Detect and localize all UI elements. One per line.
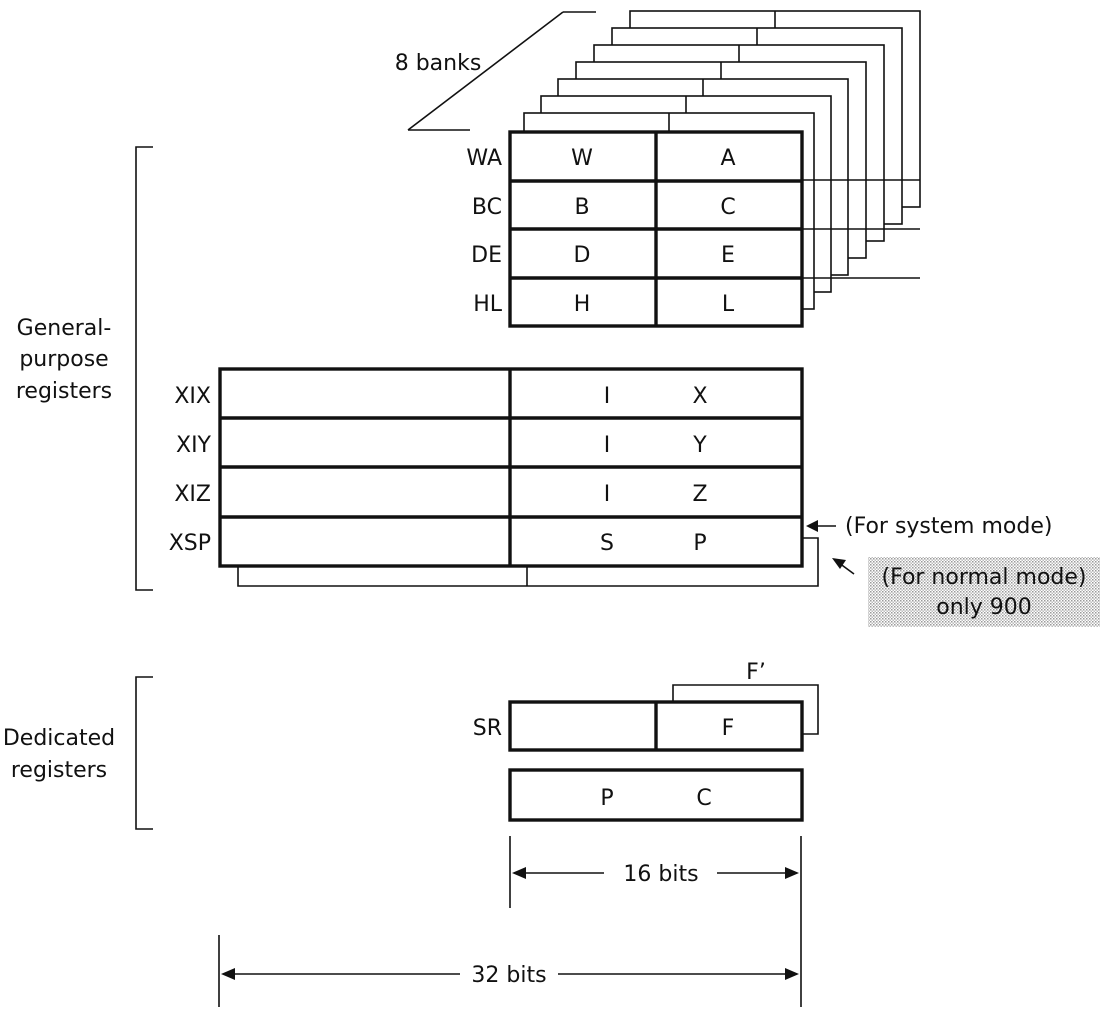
dedicated-label-line-1: Dedicated	[3, 726, 115, 751]
register-xiy-letter-1: I	[604, 433, 611, 458]
general-purpose-label-line-1: General-	[17, 316, 112, 341]
program-counter: P C	[508, 768, 804, 822]
general-purpose-bracket: General- purpose registers	[16, 146, 153, 591]
f-prime-label: F’	[746, 660, 766, 685]
dedicated-label-line-2: registers	[11, 758, 107, 783]
register-b: B	[574, 195, 589, 220]
arrowhead-icon	[512, 867, 526, 879]
width-32-dimension: 32 bits	[218, 935, 799, 1007]
index-register-block	[218, 367, 819, 587]
register-name-hl: HL	[473, 292, 503, 317]
normal-mode-highlight	[868, 557, 1100, 627]
width-16-label: 16 bits	[623, 862, 698, 887]
banks-indicator: 8 banks	[395, 11, 596, 131]
system-mode-note: (For system mode)	[845, 514, 1052, 539]
register-d: D	[574, 243, 591, 268]
register-name-bc: BC	[472, 195, 502, 220]
register-name-wa: WA	[466, 146, 502, 171]
register-name-xiz: XIZ	[174, 482, 211, 507]
system-mode-annotation: (For system mode)	[806, 514, 1052, 539]
register-name-xsp: XSP	[169, 531, 211, 556]
register-xsp-letter-1: S	[600, 531, 614, 556]
arrowhead-icon	[785, 968, 799, 980]
register-bank-stack	[508, 10, 921, 328]
dedicated-bracket: Dedicated registers	[3, 676, 153, 830]
width-16-dimension: 16 bits	[509, 836, 802, 1007]
register-a: A	[720, 146, 735, 171]
register-name-sr: SR	[473, 716, 502, 741]
f-prime-register	[672, 684, 819, 735]
index-register-labels: XIX I X XIY I Y XIZ I Z XSP S P	[169, 384, 708, 556]
register-xsp-letter-2: P	[693, 531, 706, 556]
register-e: E	[721, 243, 735, 268]
register-l: L	[722, 292, 735, 317]
arrowhead-icon	[785, 867, 799, 879]
arrowhead-icon	[806, 520, 818, 532]
register-c: C	[720, 195, 735, 220]
arrowhead-icon	[221, 968, 235, 980]
register-f: F	[722, 716, 735, 741]
banks-label: 8 banks	[395, 51, 482, 76]
width-32-label: 32 bits	[471, 963, 546, 988]
register-w: W	[571, 146, 593, 171]
pc-letter-2: C	[696, 786, 711, 811]
normal-mode-annotation: (For normal mode) only 900	[832, 557, 1100, 627]
register-name-xiy: XIY	[176, 433, 212, 458]
status-register: F’ SR F	[473, 660, 819, 752]
register-name-de: DE	[471, 243, 502, 268]
normal-mode-note-line-2: only 900	[936, 595, 1032, 620]
register-xiz-letter-2: Z	[692, 482, 707, 507]
register-xiz-letter-1: I	[604, 482, 611, 507]
register-xiy-letter-2: Y	[692, 433, 707, 458]
general-purpose-label-line-2: purpose	[19, 347, 108, 372]
front-register-bank	[508, 130, 804, 328]
xsp-normal-mode-register	[237, 537, 819, 587]
arrowhead-icon	[832, 558, 846, 569]
register-h: H	[574, 292, 591, 317]
register-xix-letter-2: X	[692, 384, 707, 409]
register-name-xix: XIX	[174, 384, 211, 409]
register-xix-letter-1: I	[604, 384, 611, 409]
bank-register-labels: WA W A BC B C DE D E HL H L	[466, 146, 735, 317]
normal-mode-note-line-1: (For normal mode)	[881, 565, 1086, 590]
pc-letter-1: P	[600, 786, 613, 811]
general-purpose-label-line-3: registers	[16, 379, 112, 404]
